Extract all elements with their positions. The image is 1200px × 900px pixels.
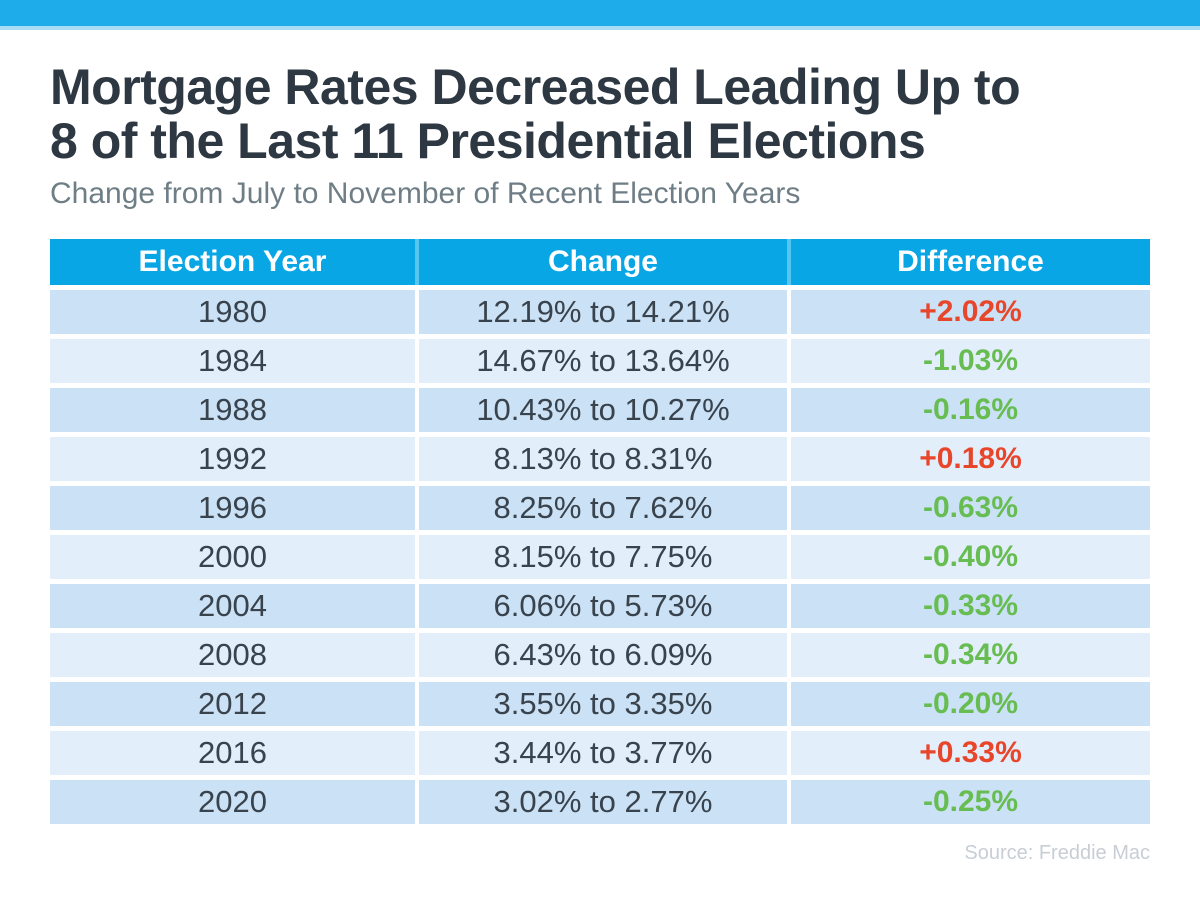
cell-change: 10.43% to 10.27% [419,388,787,432]
table-row: 2016 3.44% to 3.77% +0.33% [50,731,1150,775]
cell-election-year: 2012 [50,682,415,726]
table-row: 2000 8.15% to 7.75% -0.40% [50,535,1150,579]
cell-difference: -0.16% [791,388,1150,432]
cell-difference: -0.40% [791,535,1150,579]
mortgage-rates-table: Election Year Change Difference 1980 12.… [50,239,1150,824]
table-row: 2008 6.43% to 6.09% -0.34% [50,633,1150,677]
table-row: 1980 12.19% to 14.21% +2.02% [50,290,1150,334]
table-row: 1996 8.25% to 7.62% -0.63% [50,486,1150,530]
column-header-change: Change [419,239,787,285]
page-subtitle: Change from July to November of Recent E… [50,177,801,210]
cell-change: 6.06% to 5.73% [419,584,787,628]
page-content: Mortgage Rates Decreased Leading Up to 8… [0,60,1200,865]
cell-difference: +0.33% [791,731,1150,775]
top-accent-bar [0,0,1200,30]
cell-change: 3.44% to 3.77% [419,731,787,775]
cell-difference: +2.02% [791,290,1150,334]
source-attribution: Source: Freddie Mac [964,842,1150,864]
table-header-row: Election Year Change Difference [50,239,1150,285]
table-row: 1988 10.43% to 10.27% -0.16% [50,388,1150,432]
cell-change: 3.55% to 3.35% [419,682,787,726]
table-row: 2012 3.55% to 3.35% -0.20% [50,682,1150,726]
cell-difference: -0.34% [791,633,1150,677]
cell-change: 8.13% to 8.31% [419,437,787,481]
table-row: 2004 6.06% to 5.73% -0.33% [50,584,1150,628]
cell-election-year: 2020 [50,780,415,824]
column-header-election-year: Election Year [50,239,415,285]
table-row: 1992 8.13% to 8.31% +0.18% [50,437,1150,481]
cell-difference: -1.03% [791,339,1150,383]
cell-difference: -0.25% [791,780,1150,824]
cell-election-year: 1980 [50,290,415,334]
cell-difference: -0.63% [791,486,1150,530]
cell-election-year: 2004 [50,584,415,628]
table-row: 1984 14.67% to 13.64% -1.03% [50,339,1150,383]
page-title-line-1: Mortgage Rates Decreased Leading Up to [50,59,1021,115]
table-body: 1980 12.19% to 14.21% +2.02% 1984 14.67%… [50,290,1150,824]
cell-difference: -0.20% [791,682,1150,726]
cell-change: 3.02% to 2.77% [419,780,787,824]
cell-election-year: 1984 [50,339,415,383]
cell-election-year: 2000 [50,535,415,579]
cell-election-year: 1988 [50,388,415,432]
cell-election-year: 1992 [50,437,415,481]
cell-change: 8.25% to 7.62% [419,486,787,530]
cell-election-year: 2016 [50,731,415,775]
cell-difference: +0.18% [791,437,1150,481]
table-row: 2020 3.02% to 2.77% -0.25% [50,780,1150,824]
cell-change: 6.43% to 6.09% [419,633,787,677]
cell-election-year: 2008 [50,633,415,677]
cell-difference: -0.33% [791,584,1150,628]
page-title-line-2: 8 of the Last 11 Presidential Elections [50,113,926,169]
cell-change: 12.19% to 14.21% [419,290,787,334]
page-title: Mortgage Rates Decreased Leading Up to 8… [50,60,1150,168]
cell-election-year: 1996 [50,486,415,530]
column-header-difference: Difference [791,239,1150,285]
cell-change: 8.15% to 7.75% [419,535,787,579]
cell-change: 14.67% to 13.64% [419,339,787,383]
